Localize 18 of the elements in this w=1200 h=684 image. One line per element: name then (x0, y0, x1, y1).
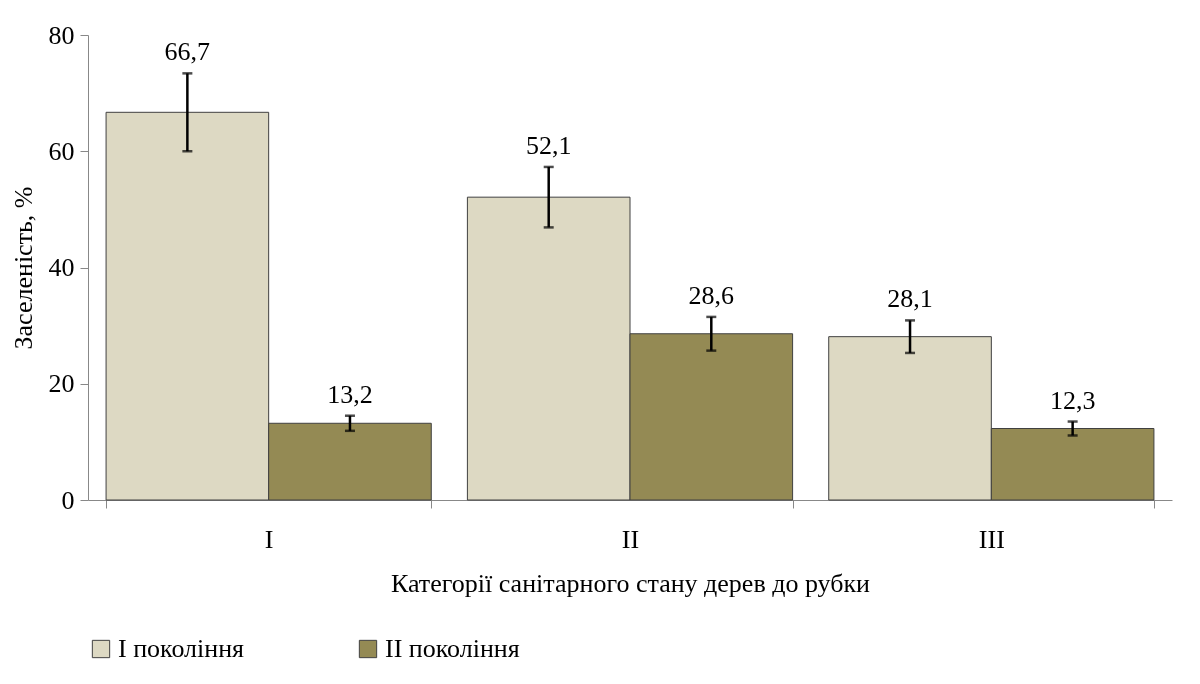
legend-label: I покоління (118, 634, 245, 663)
data-label: 52,1 (525, 130, 572, 160)
x-tick-label: I (264, 524, 274, 554)
data-label: 12,3 (1049, 385, 1096, 415)
y-tick-label: 0 (61, 485, 75, 515)
x-tick-label: III (978, 524, 1005, 554)
data-label: 28,6 (688, 280, 735, 310)
data-label: 28,1 (887, 284, 933, 314)
y-tick-label: 60 (48, 136, 75, 166)
data-label: 66,7 (164, 37, 211, 67)
y-tick-label: 40 (48, 253, 75, 282)
data-label: 13,2 (327, 379, 373, 409)
legend-label: II покоління (385, 634, 520, 663)
x-tick-label: II (621, 524, 640, 554)
x-axis-title: Категорії санітарного стану дерев до рубки (391, 568, 871, 598)
y-axis-title: Заселеність, % (8, 186, 38, 350)
y-tick-label: 20 (48, 369, 75, 399)
y-tick-label: 80 (48, 20, 75, 50)
